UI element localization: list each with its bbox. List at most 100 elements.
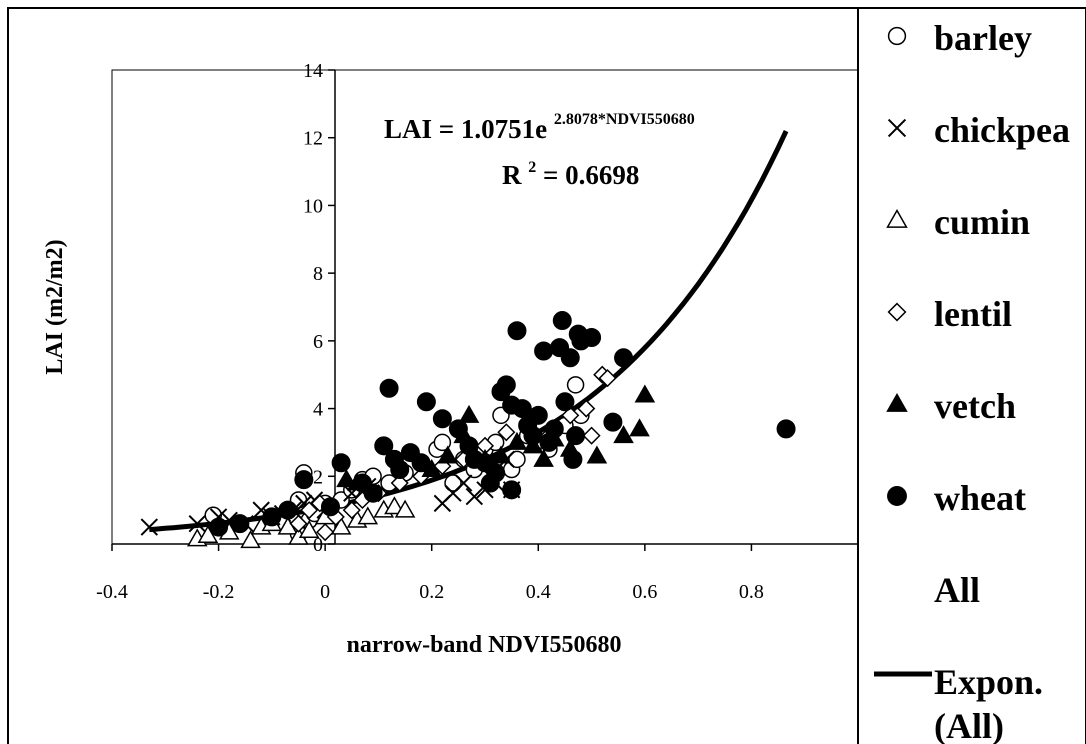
x-tick-label: 0.8 bbox=[739, 581, 764, 603]
vetch-point bbox=[336, 469, 357, 488]
vetch-point bbox=[629, 418, 650, 437]
wheat-point bbox=[555, 392, 575, 412]
cumin-point bbox=[394, 499, 416, 518]
legend-item-chickpea: chickpea bbox=[887, 110, 1070, 150]
wheat-point bbox=[614, 348, 634, 368]
lentil-point bbox=[342, 501, 361, 520]
wheat-point bbox=[552, 311, 572, 331]
vetch-point bbox=[506, 431, 528, 450]
vetch-point bbox=[437, 445, 458, 464]
vetch-point bbox=[458, 404, 480, 423]
lentil-point bbox=[577, 399, 596, 418]
equation-exponent: 2.8078*NDVI550680 bbox=[554, 111, 695, 128]
wheat-point bbox=[448, 419, 468, 439]
legend-label-line2: (All) bbox=[934, 706, 1004, 744]
chickpea-point bbox=[188, 514, 206, 533]
cumin-point bbox=[384, 496, 405, 515]
wheat-point bbox=[507, 321, 527, 341]
legend-label: cumin bbox=[934, 202, 1030, 242]
y-tick-label: 8 bbox=[313, 263, 323, 285]
legend-marker-cumin bbox=[886, 209, 908, 228]
legend-label: chickpea bbox=[934, 110, 1070, 150]
x-tick-label: 0.2 bbox=[419, 581, 444, 603]
wheat-point bbox=[603, 412, 623, 432]
wheat-point bbox=[512, 399, 532, 419]
wheat-point bbox=[278, 500, 298, 520]
y-axis-title: LAI (m2/m2) bbox=[42, 239, 68, 374]
legend-label: Expon. bbox=[934, 662, 1043, 702]
y-tick-label: 14 bbox=[303, 60, 323, 82]
wheat-point bbox=[209, 517, 229, 537]
lentil-point bbox=[289, 514, 308, 533]
x-tick-label: 0 bbox=[320, 581, 330, 603]
legend-label: barley bbox=[934, 18, 1032, 58]
wheat-point bbox=[534, 341, 554, 361]
vetch-point bbox=[533, 448, 554, 467]
legend-item-vetch: vetch bbox=[886, 386, 1016, 426]
wheat-point bbox=[390, 460, 410, 480]
x-tick-label: 0.4 bbox=[526, 581, 551, 603]
cumin-point bbox=[298, 519, 320, 538]
legend-marker-chickpea bbox=[887, 118, 907, 138]
legend-marker-barley bbox=[887, 26, 907, 46]
wheat-point bbox=[374, 436, 394, 456]
wheat-point bbox=[566, 426, 586, 446]
legend-item-barley: barley bbox=[887, 18, 1032, 58]
x-tick-label: 0.6 bbox=[632, 581, 657, 603]
x-tick-label: -0.4 bbox=[96, 581, 128, 603]
chickpea-point bbox=[454, 474, 473, 492]
r-squared-label: R bbox=[502, 160, 522, 190]
wheat-point bbox=[486, 463, 506, 483]
legend-label: wheat bbox=[934, 478, 1026, 518]
wheat-point bbox=[776, 419, 796, 439]
wheat-point bbox=[320, 497, 340, 517]
legend: barley chickpea cumin lentil vetch wheat All Ex… bbox=[874, 18, 1070, 744]
wheat-point bbox=[560, 348, 580, 368]
r-squared-line: R 2 = 0.6698 bbox=[502, 148, 639, 190]
lentil-point bbox=[316, 523, 335, 542]
y-tick-label: 6 bbox=[313, 331, 323, 353]
wheat-point bbox=[528, 405, 548, 425]
cumin-point bbox=[240, 530, 261, 549]
points-layer bbox=[140, 311, 796, 549]
legend-item-cumin: cumin bbox=[886, 202, 1030, 242]
y-tick-label: 2 bbox=[313, 466, 323, 488]
chart-area-border bbox=[7, 7, 1086, 744]
legend-marker-wheat bbox=[887, 486, 907, 506]
lentil-point bbox=[497, 423, 516, 442]
x-tick-label: -0.2 bbox=[203, 581, 235, 603]
wheat-point bbox=[230, 514, 250, 534]
vetch-point bbox=[613, 425, 634, 444]
lentil-point bbox=[598, 369, 617, 388]
series-wheat bbox=[209, 311, 796, 537]
vetch-point bbox=[490, 445, 512, 464]
equation-line: LAI = 1.0751e 2.8078*NDVI550680 bbox=[384, 111, 695, 144]
wheat-point bbox=[331, 453, 351, 473]
barley-point bbox=[444, 474, 462, 492]
legend-item-expon: Expon. (All) bbox=[874, 662, 1043, 744]
barley-point bbox=[566, 376, 585, 394]
y-tick-label: 4 bbox=[313, 399, 323, 421]
wheat-point bbox=[262, 507, 282, 527]
wheat-point bbox=[523, 426, 543, 446]
r-squared-value: = 0.6698 bbox=[543, 160, 639, 190]
vetch-point bbox=[634, 384, 656, 403]
wheat-point bbox=[432, 409, 452, 429]
y-tick-label: 10 bbox=[303, 195, 323, 217]
wheat-point bbox=[582, 327, 602, 347]
legend-label: vetch bbox=[934, 386, 1016, 426]
legend-item-all: All bbox=[934, 570, 980, 610]
barley-point bbox=[433, 433, 452, 452]
legend-marker-lentil bbox=[887, 302, 907, 322]
y-tick-label: 12 bbox=[303, 128, 323, 150]
lentil-point bbox=[561, 406, 580, 425]
legend-item-lentil: lentil bbox=[887, 294, 1012, 334]
wheat-point bbox=[544, 419, 564, 439]
lentil-point bbox=[582, 426, 601, 445]
cumin-point bbox=[197, 525, 219, 544]
x-axis-title: narrow-band NDVI550680 bbox=[347, 632, 622, 658]
vetch-point bbox=[586, 445, 608, 464]
wheat-point bbox=[411, 453, 431, 473]
wheat-point bbox=[563, 449, 583, 469]
